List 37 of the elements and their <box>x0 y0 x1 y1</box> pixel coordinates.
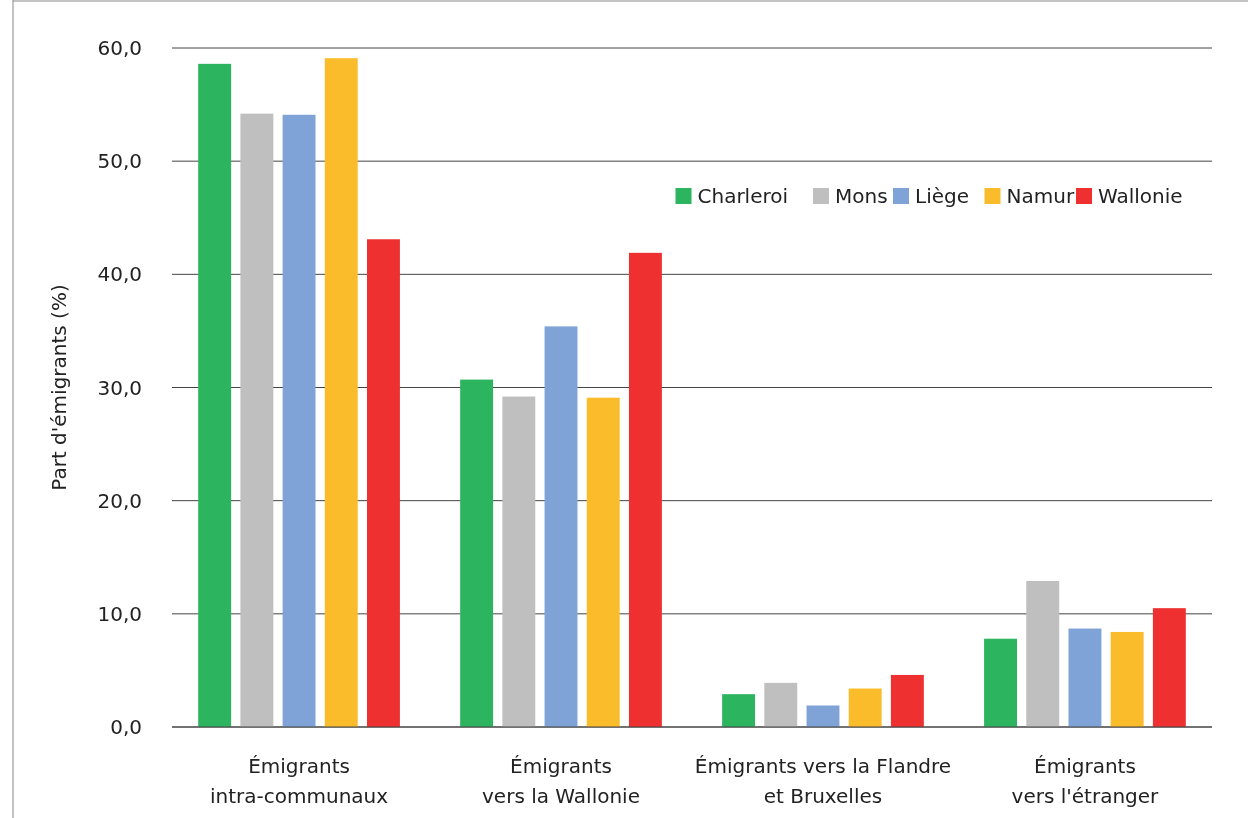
y-axis-title: Part d'émigrants (%) <box>47 284 71 491</box>
x-tick-label: Émigrants vers la Flandre et Bruxelles <box>694 754 952 808</box>
bar <box>1026 581 1060 727</box>
legend-label: Mons <box>835 184 888 208</box>
bar <box>324 58 358 727</box>
bar <box>890 674 924 727</box>
y-tick-label: 30,0 <box>97 375 142 400</box>
bar <box>198 63 232 727</box>
bar <box>806 705 840 727</box>
x-tick-label: Émigrants vers l'étranger <box>1011 754 1160 808</box>
legend-label: Liège <box>915 184 970 208</box>
bar <box>722 694 756 727</box>
legend-label: Wallonie <box>1098 184 1183 208</box>
x-tick-label: Émigrants intra-communaux <box>210 754 389 808</box>
bar <box>366 239 400 727</box>
bar <box>460 379 494 727</box>
y-tick-label: 20,0 <box>97 488 142 513</box>
y-tick-label: 40,0 <box>97 262 142 287</box>
legend-label: Charleroi <box>697 184 789 208</box>
bar <box>502 396 536 727</box>
bar <box>984 638 1018 727</box>
y-tick-label: 10,0 <box>97 601 142 626</box>
bar <box>764 682 798 727</box>
legend-label: Namur <box>1006 184 1075 208</box>
y-tick-label: 60,0 <box>97 36 142 60</box>
bar <box>1152 608 1186 727</box>
y-tick-label: 50,0 <box>97 149 142 174</box>
bar <box>586 397 620 727</box>
x-tick-label: Émigrants vers la Wallonie <box>482 754 640 808</box>
bar <box>628 252 662 727</box>
bar <box>240 113 274 727</box>
bar <box>1110 631 1144 727</box>
y-tick-label: 0,0 <box>110 715 142 739</box>
bar <box>282 114 316 727</box>
bar <box>848 688 882 727</box>
bar <box>544 326 578 727</box>
bar <box>1068 628 1102 727</box>
